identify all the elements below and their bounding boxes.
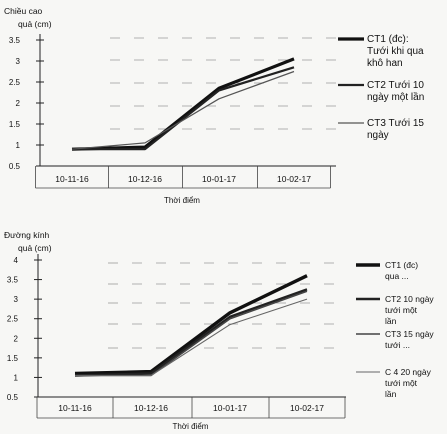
y-tick-label: 1.5 [7, 354, 19, 363]
legend-label: CT1 (đc): Tưới khi qua khô han [367, 34, 424, 69]
x-tick-label: 10-02-17 [277, 174, 311, 184]
y-tick-label: 3 [14, 295, 19, 304]
series-line-3 [71, 70, 295, 150]
y-tick-label: 1 [16, 141, 21, 150]
y-tick-label: 3.5 [7, 276, 19, 285]
y-tick-label: 0.5 [9, 162, 21, 171]
legend-label: CT2 Tưới 10 ngày một lần [367, 80, 424, 103]
series-line-3 [75, 290, 308, 377]
chart-1: Chiều cao quả (cm) 3.5 3 2.5 2 1.5 1 0.5 10-11-16… [4, 6, 424, 205]
series-line-1 [71, 57, 295, 151]
x-tick-label: 10-01-17 [213, 403, 247, 413]
x-tick-label: 10-11-16 [58, 403, 92, 413]
x-tick-label: 10-11-16 [55, 174, 89, 184]
legend-label: C 4 20 ngày tưới một lần [385, 367, 432, 399]
legend-label: CT3 15 ngày tưới ... [385, 329, 434, 350]
y-tick-label: 2.5 [9, 78, 21, 87]
x-tick-label: 10-12-16 [134, 403, 168, 413]
series-line-2 [72, 66, 295, 151]
legend-label: CT3 Tưới 15 ngày [367, 118, 424, 141]
series-line-2 [74, 288, 308, 377]
x-axis-label: Thời điểm [164, 196, 200, 205]
y-tick-label: 1.5 [9, 120, 21, 129]
y-tick-label: 4 [14, 256, 19, 265]
x-tick-label: 10-01-17 [202, 174, 236, 184]
x-tick-label: 10-12-16 [128, 174, 162, 184]
x-axis-label: Thời điểm [173, 422, 209, 431]
series-line-1 [74, 274, 308, 376]
legend-label: CT2 10 ngày tưới một lần [385, 294, 434, 326]
y-tick-label: 1 [14, 373, 19, 382]
chart-2: Đường kính quả (cm) 4 3.5 3 2.5 2 1.5 1 0.5 10-11-… [4, 230, 434, 431]
y-tick-label: 0.5 [7, 393, 19, 402]
y-axis-label: Chiều cao quả (cm) [4, 6, 52, 29]
y-tick-label: 2 [16, 99, 21, 108]
series-line-4 [75, 298, 308, 377]
y-axis-label: Đường kính quả (cm) [4, 230, 52, 253]
legend-label: CT1 (đc) qua ... [385, 260, 418, 281]
y-tick-label: 3.5 [9, 36, 21, 45]
y-tick-label: 3 [16, 57, 21, 66]
x-tick-label: 10-02-17 [290, 403, 324, 413]
y-tick-label: 2 [14, 334, 19, 343]
y-tick-label: 2.5 [7, 315, 19, 324]
